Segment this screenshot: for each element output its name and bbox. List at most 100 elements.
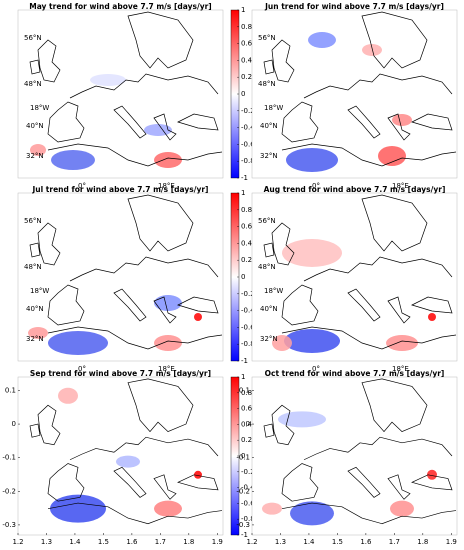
graticule-label: 32°N [26, 335, 44, 343]
y-tick-label: 0.1 [239, 386, 250, 394]
trend-area [28, 327, 48, 339]
trend-area [272, 335, 292, 351]
trend-area [390, 500, 414, 517]
graticule-label: 48°N [258, 263, 276, 271]
map-frame [17, 192, 224, 362]
x-tick-label: 1.8 [183, 538, 194, 546]
graticule-label: 48°N [24, 80, 42, 88]
trend-area [262, 502, 282, 515]
panel-title: Aug trend for wind above 7.7 m/s [days/y… [264, 185, 446, 194]
graticule-label: 56°N [24, 34, 42, 42]
map-frame [17, 9, 224, 179]
colorbar-tick-label: 0 [241, 273, 245, 281]
colorbar-tick-label: 0.6 [241, 40, 253, 48]
map-panel: Oct trend for wind above 7.7 m/s [days/y… [236, 369, 458, 546]
graticule-label: 18°W [264, 104, 283, 112]
trend-area [284, 329, 340, 353]
graticule-label: 40°N [26, 122, 44, 130]
colorbar-tick-label: -0.4 [241, 307, 255, 315]
graticule-label: 18°E [158, 182, 175, 190]
trend-area [50, 494, 106, 523]
graticule-label: 0° [312, 182, 320, 190]
map-panel: May trend for wind above 7.7 m/s [days/y… [17, 2, 255, 190]
graticule-label: 40°N [260, 305, 278, 313]
graticule-label: 40°N [260, 122, 278, 130]
x-tick-label: 1.5 [332, 538, 343, 546]
x-tick-label: 1.9 [212, 538, 223, 546]
colorbar-tick-label: 0.6 [241, 405, 253, 413]
x-tick-label: 1.4 [69, 538, 81, 546]
trend-area [154, 152, 182, 168]
panel-title: May trend for wind above 7.7 m/s [days/y… [29, 2, 211, 11]
panel-title: Sep trend for wind above 7.7 m/s [days/y… [30, 369, 211, 378]
colorbar-tick-label: -1 [241, 531, 248, 539]
x-tick-label: 1.6 [360, 538, 372, 546]
graticule-label: 18°E [158, 365, 175, 373]
y-tick-label: -0.1 [2, 454, 16, 462]
x-tick-label: 1.3 [41, 538, 52, 546]
trend-area [386, 335, 418, 351]
colorbar-tick-label: 0.8 [241, 389, 252, 397]
colorbar-tick-label: 0.4 [241, 56, 253, 64]
colorbar-tick-label: -0.4 [241, 484, 255, 492]
y-tick-label: 0.1 [5, 386, 16, 394]
y-tick-label: -0.3 [2, 521, 16, 529]
graticule-label: 32°N [260, 335, 278, 343]
map-frame [251, 192, 458, 362]
trend-area [428, 313, 436, 321]
trend-area [90, 74, 126, 86]
map-panel: Aug trend for wind above 7.7 m/s [days/y… [251, 185, 458, 373]
colorbar-tick-label: 0.6 [241, 223, 253, 231]
x-tick-label: 1.3 [275, 538, 286, 546]
x-tick-label: 1.2 [12, 538, 23, 546]
colorbar-tick-label: -0.2 [241, 107, 255, 115]
colorbar-tick-label: 0.8 [241, 206, 252, 214]
trend-area [308, 32, 336, 48]
y-tick-label: 0 [246, 420, 250, 428]
trend-area [378, 146, 406, 166]
x-tick-label: 1.7 [389, 538, 400, 546]
x-tick-label: 1.2 [246, 538, 257, 546]
colorbar-tick-label: -0.6 [241, 499, 255, 507]
panel-title: Oct trend for wind above 7.7 m/s [days/y… [265, 369, 445, 378]
panel-title: Jun trend for wind above 7.7 m/s [days/y… [264, 2, 444, 11]
colorbar-tick-label: 1 [241, 373, 245, 381]
colorbar-tick-label: 0.2 [241, 436, 252, 444]
map-panel: Jul trend for wind above 7.7 m/s [days/y… [17, 185, 255, 373]
graticule-label: 56°N [24, 217, 42, 225]
y-tick-label: -0.2 [2, 487, 16, 495]
trend-area [290, 501, 334, 526]
trend-area [286, 148, 338, 172]
map-frame [251, 376, 458, 536]
trend-area [194, 470, 202, 479]
x-tick-label: 1.7 [155, 538, 166, 546]
colorbar-tick-label: -0.8 [241, 157, 255, 165]
y-tick-label: -0.1 [236, 454, 250, 462]
colorbar-tick-label: 0 [241, 452, 245, 460]
map-frame [17, 376, 224, 536]
graticule-label: 48°N [258, 80, 276, 88]
x-tick-label: 1.4 [303, 538, 315, 546]
colorbar-tick-label: 1 [241, 189, 245, 197]
graticule-label: 18°W [30, 104, 49, 112]
colorbar-tick-label: 0.2 [241, 256, 252, 264]
x-tick-label: 1.9 [446, 538, 457, 546]
trend-area [392, 114, 412, 126]
graticule-label: 18°W [264, 287, 283, 295]
trend-area [154, 295, 182, 311]
colorbar-tick-label: -0.4 [241, 124, 255, 132]
panel-title: Jul trend for wind above 7.7 m/s [days/y… [32, 185, 209, 194]
colorbar-tick-label: -0.6 [241, 140, 255, 148]
y-tick-label: -0.3 [236, 521, 250, 529]
colorbar-tick-label: 0.8 [241, 23, 252, 31]
map-panel: Sep trend for wind above 7.7 m/s [days/y… [2, 369, 255, 546]
trend-area [154, 335, 182, 351]
colorbar-tick-label: -0.2 [241, 290, 255, 298]
trend-area [427, 469, 437, 480]
y-tick-label: -0.2 [236, 487, 250, 495]
colorbar-tick-label: -0.8 [241, 340, 255, 348]
trend-area [116, 455, 140, 468]
trend-area [154, 500, 182, 517]
colorbar-tick-label: -1 [241, 174, 248, 182]
